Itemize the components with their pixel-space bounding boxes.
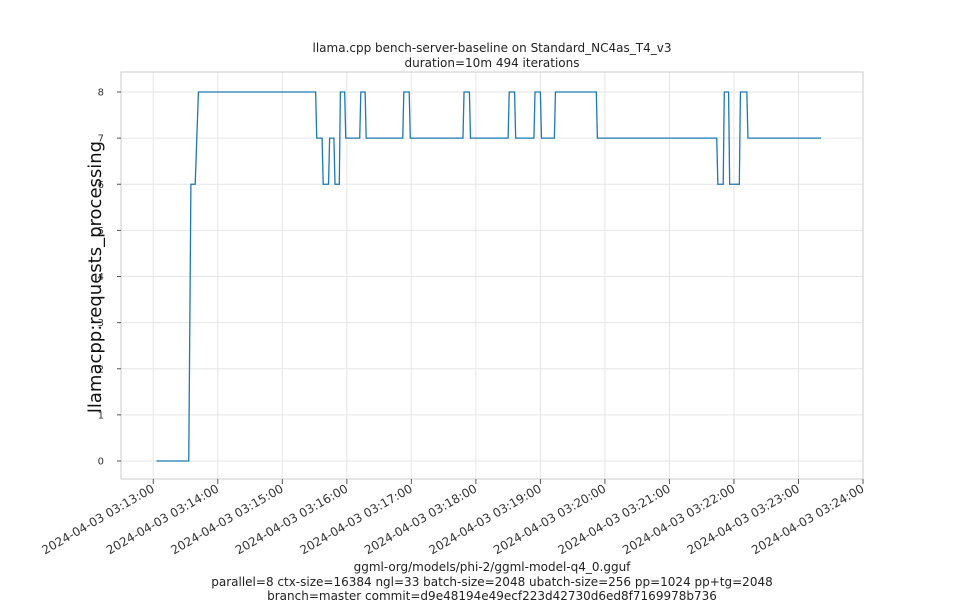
x-tick-label: 2024-04-03 03:20:00: [491, 481, 608, 557]
x-tick-label: 2024-04-03 03:17:00: [297, 481, 414, 557]
chart-footer: ggml-org/models/phi-2/ggml-model-q4_0.gg…: [0, 560, 960, 604]
series-line: [156, 91, 822, 462]
x-tick-label: 2024-04-03 03:22:00: [620, 481, 737, 557]
y-tick-label: 8: [98, 88, 104, 99]
y-tick-label: 7: [98, 134, 104, 145]
x-tick-label: 2024-04-03 03:14:00: [104, 481, 221, 557]
chart-title: llama.cpp bench-server-baseline on Stand…: [312, 41, 672, 55]
x-tick-label: 2024-04-03 03:18:00: [362, 481, 479, 557]
x-tick-label: 2024-04-03 03:13:00: [39, 481, 156, 557]
y-tick-label: 1: [98, 410, 104, 421]
y-tick-label: 5: [98, 226, 104, 237]
y-tick-label: 0: [98, 457, 104, 468]
y-tick-label: 2: [98, 364, 104, 375]
chart-title-block: llama.cpp bench-server-baseline on Stand…: [0, 41, 960, 71]
x-tick-label: 2024-04-03 03:16:00: [233, 481, 350, 557]
x-tick-label: 2024-04-03 03:23:00: [685, 481, 802, 557]
branch-info: branch=master commit=d9e48194e49ecf223d4…: [267, 589, 717, 603]
x-tick-label: 2024-04-03 03:24:00: [749, 481, 866, 557]
chart-subtitle: duration=10m 494 iterations: [404, 56, 580, 70]
model-info: ggml-org/models/phi-2/ggml-model-q4_0.gg…: [353, 560, 631, 574]
params-info: parallel=8 ctx-size=16384 ngl=33 batch-s…: [211, 574, 773, 589]
x-tick-label: 2024-04-03 03:19:00: [427, 481, 544, 557]
y-tick-label: 3: [98, 318, 104, 329]
x-tick-label: 2024-04-03 03:15:00: [168, 481, 285, 557]
y-tick-label: 4: [98, 272, 104, 283]
y-tick-label: 6: [98, 180, 104, 191]
x-tick-label: 2024-04-03 03:21:00: [556, 481, 673, 557]
y-axis-label: llamacpp:requests_processing: [85, 141, 106, 413]
grid-layer: [121, 72, 864, 479]
plot-frame: [120, 71, 864, 480]
